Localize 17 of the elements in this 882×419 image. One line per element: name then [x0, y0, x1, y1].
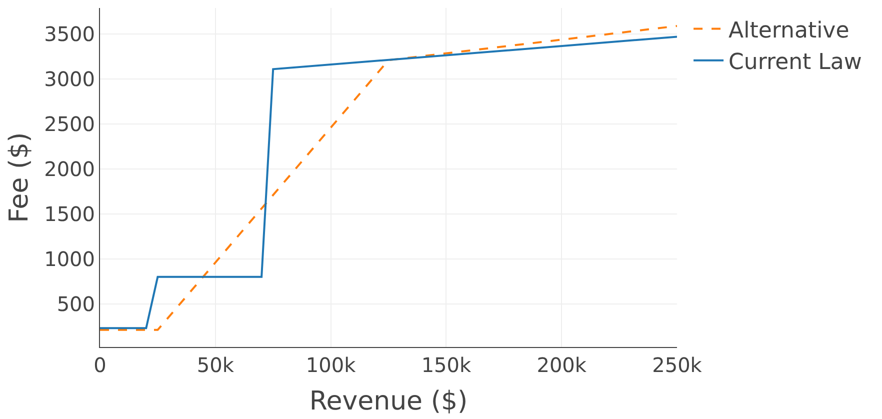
legend-label: Alternative: [728, 18, 850, 44]
y-tick-label: 3500: [44, 22, 95, 46]
y-tick-label: 500: [56, 292, 95, 316]
y-axis-title: Fee ($): [4, 132, 34, 223]
y-tick-label: 2000: [44, 156, 95, 181]
x-tick-label: 250k: [652, 353, 702, 377]
x-tick-label: 50k: [196, 353, 234, 377]
y-tick-label: 3000: [44, 67, 95, 92]
y-tick-label: 1500: [44, 202, 95, 226]
y-tick-label: 2500: [44, 112, 95, 136]
legend-label: Current Law: [728, 50, 862, 75]
x-tick-label: 100k: [306, 353, 356, 377]
x-tick-label: 150k: [421, 353, 472, 377]
x-axis-title: Revenue ($): [309, 386, 468, 417]
y-tick-label: 1000: [44, 246, 95, 271]
x-tick-label: 0: [94, 353, 106, 377]
x-tick-label: 200k: [536, 353, 587, 377]
